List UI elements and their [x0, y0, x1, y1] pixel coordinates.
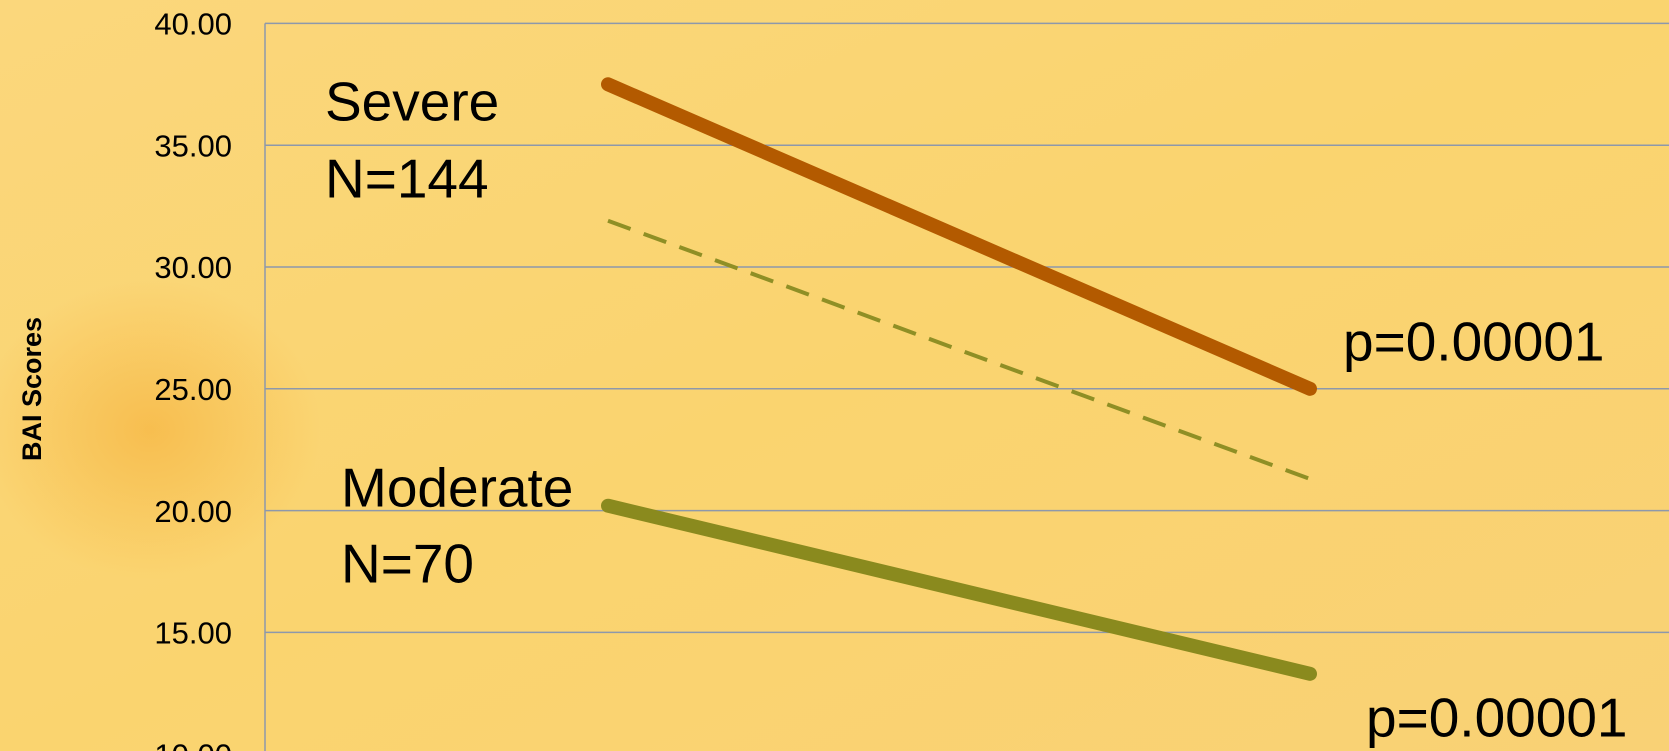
y-tick-label: 10.00 — [154, 737, 232, 751]
annotation: p=0.00001 — [1343, 311, 1605, 373]
annotation: N=70 — [341, 533, 474, 595]
y-tick-label: 35.00 — [154, 128, 232, 163]
annotation: Moderate — [341, 457, 573, 519]
y-tick-label: 30.00 — [154, 250, 232, 285]
y-axis-label: BAI Scores — [17, 317, 47, 461]
annotation: p=0.00001 — [1366, 687, 1628, 749]
series-line — [607, 218, 1311, 481]
y-tick-label: 20.00 — [154, 494, 232, 529]
series-line — [601, 77, 1317, 396]
y-tick-label: 40.00 — [154, 7, 232, 42]
background-decoration — [0, 280, 320, 580]
y-tick-label: 25.00 — [154, 372, 232, 407]
annotation: Severe — [325, 71, 499, 133]
series-line — [601, 498, 1317, 681]
annotation: N=144 — [325, 148, 489, 210]
y-tick-label: 15.00 — [154, 616, 232, 651]
